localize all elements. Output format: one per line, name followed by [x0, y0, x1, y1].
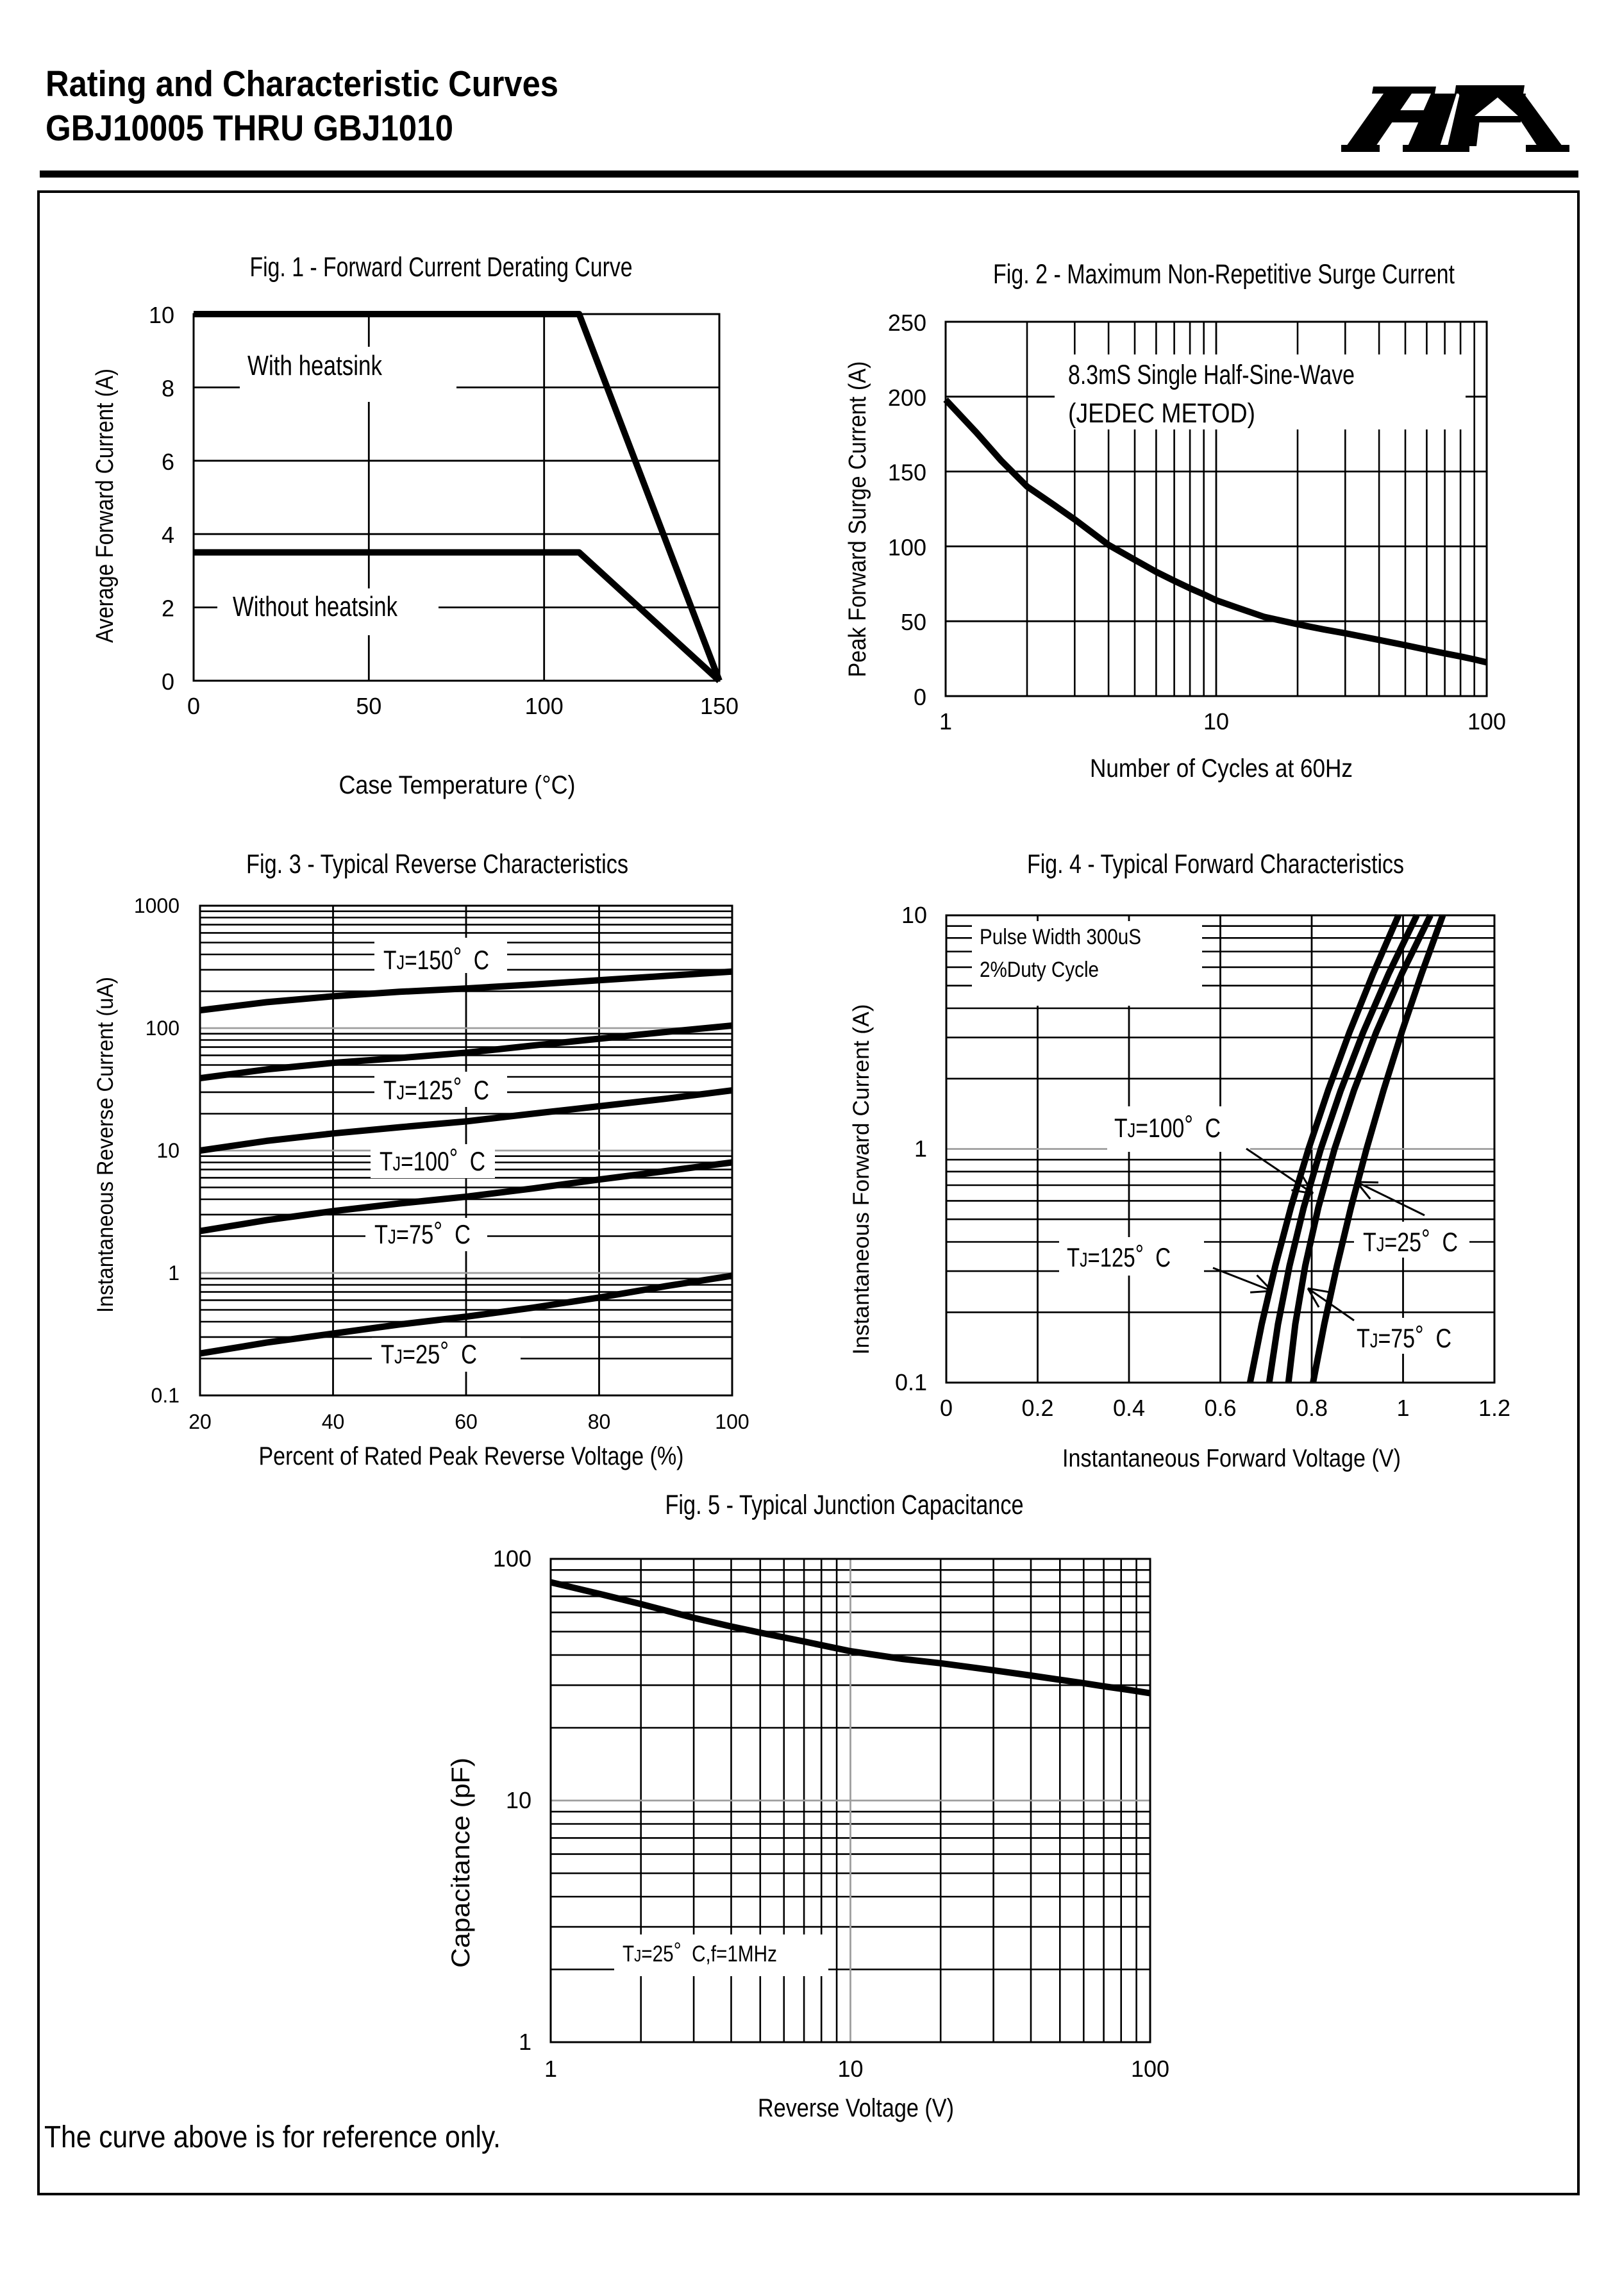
svg-text:250: 250 [888, 310, 926, 336]
svg-text:GBJ10005 THRU GBJ1010: GBJ10005 THRU GBJ1010 [46, 108, 453, 149]
svg-text:1: 1 [939, 708, 952, 735]
svg-text:0.2: 0.2 [1021, 1395, 1053, 1421]
svg-text:The curve above is for referen: The curve above is for reference only. [44, 2120, 501, 2154]
svg-text:80: 80 [588, 1410, 611, 1433]
svg-text:60: 60 [455, 1410, 478, 1433]
svg-text:0: 0 [187, 693, 200, 719]
svg-text:(JEDEC METOD): (JEDEC METOD) [1068, 398, 1255, 429]
svg-text:8: 8 [162, 375, 174, 401]
svg-text:200: 200 [888, 385, 926, 411]
svg-text:0.8: 0.8 [1296, 1395, 1328, 1421]
svg-text:40: 40 [322, 1410, 345, 1433]
svg-text:0.4: 0.4 [1113, 1395, 1145, 1421]
svg-text:100: 100 [888, 534, 926, 560]
svg-text:TJ=25°​ C,f=1MHz: TJ=25°​ C,f=1MHz [623, 1938, 777, 1967]
svg-text:Fig. 5 - Typical Junction Capa: Fig. 5 - Typical Junction Capacitance [665, 1490, 1024, 1520]
svg-text:With heatsink: With heatsink [247, 350, 383, 381]
svg-text:10: 10 [837, 2056, 863, 2082]
svg-text:1: 1 [1396, 1395, 1409, 1421]
svg-text:Average Forward Current (A): Average Forward Current (A) [92, 369, 119, 643]
svg-text:10: 10 [149, 302, 174, 328]
svg-text:0: 0 [940, 1395, 953, 1421]
svg-text:10: 10 [1203, 708, 1229, 735]
svg-text:Capacitance (pF): Capacitance (pF) [447, 1758, 475, 1968]
svg-text:Instantaneous Forward Current: Instantaneous Forward Current (A) [849, 1004, 874, 1355]
svg-text:Case Temperature (°C): Case Temperature (°C) [339, 771, 576, 799]
svg-text:0.1: 0.1 [151, 1384, 180, 1407]
svg-text:Number of Cycles at 60Hz: Number of Cycles at 60Hz [1090, 754, 1353, 783]
svg-text:Rating and Characteristic Curv: Rating and Characteristic Curves [46, 63, 558, 104]
svg-text:100: 100 [525, 693, 564, 719]
svg-text:8.3mS Single Half-Sine-Wave: 8.3mS Single Half-Sine-Wave [1068, 360, 1355, 390]
svg-text:Instantaneous Forward Voltage: Instantaneous Forward Voltage (V) [1062, 1445, 1401, 1472]
svg-text:100: 100 [146, 1017, 180, 1040]
svg-text:Fig. 1 - Forward Current Derat: Fig. 1 - Forward Current Derating Curve [250, 252, 633, 283]
svg-text:10: 10 [506, 1787, 531, 1813]
svg-text:4: 4 [162, 522, 174, 548]
svg-text:50: 50 [356, 693, 381, 719]
svg-text:Without heatsink: Without heatsink [233, 591, 398, 622]
svg-text:Fig. 4 - Typical Forward Chara: Fig. 4 - Typical Forward Characteristics [1027, 849, 1404, 879]
svg-text:2%Duty Cycle: 2%Duty Cycle [980, 958, 1099, 982]
svg-text:0: 0 [914, 684, 926, 710]
svg-text:10: 10 [901, 902, 927, 928]
svg-text:100: 100 [493, 1545, 531, 1572]
svg-text:150: 150 [888, 460, 926, 486]
svg-text:Percent of Rated Peak Reverse: Percent of Rated Peak Reverse Voltage (%… [259, 1442, 684, 1470]
svg-text:2: 2 [162, 595, 174, 622]
svg-text:20: 20 [188, 1410, 212, 1433]
svg-text:6: 6 [162, 449, 174, 475]
svg-text:0.6: 0.6 [1204, 1395, 1236, 1421]
svg-text:1: 1 [544, 2056, 557, 2082]
svg-text:Instantaneous Reverse Current: Instantaneous Reverse Current (uA) [93, 977, 118, 1313]
svg-text:50: 50 [901, 609, 926, 635]
svg-text:1000: 1000 [134, 894, 180, 917]
svg-text:1.2: 1.2 [1478, 1395, 1510, 1421]
svg-text:100: 100 [1467, 708, 1506, 735]
svg-text:100: 100 [715, 1410, 749, 1433]
svg-text:Reverse Voltage (V): Reverse Voltage (V) [758, 2094, 954, 2122]
svg-text:1: 1 [168, 1261, 180, 1285]
svg-text:Peak Forward Surge Current (A): Peak Forward Surge Current (A) [844, 362, 871, 678]
svg-text:1: 1 [519, 2029, 531, 2055]
svg-text:Pulse Width 300uS: Pulse Width 300uS [980, 925, 1141, 949]
svg-text:100: 100 [1131, 2056, 1169, 2082]
svg-text:10: 10 [156, 1139, 180, 1162]
svg-text:0: 0 [162, 669, 174, 695]
svg-text:0.1: 0.1 [895, 1369, 927, 1395]
svg-text:150: 150 [700, 693, 739, 719]
svg-text:1: 1 [914, 1136, 927, 1162]
svg-text:Fig. 3 - Typical Reverse Chara: Fig. 3 - Typical Reverse Characteristics [246, 849, 628, 879]
svg-text:Fig. 2 - Maximum Non-Repetitiv: Fig. 2 - Maximum Non-Repetitive Surge Cu… [993, 259, 1455, 290]
